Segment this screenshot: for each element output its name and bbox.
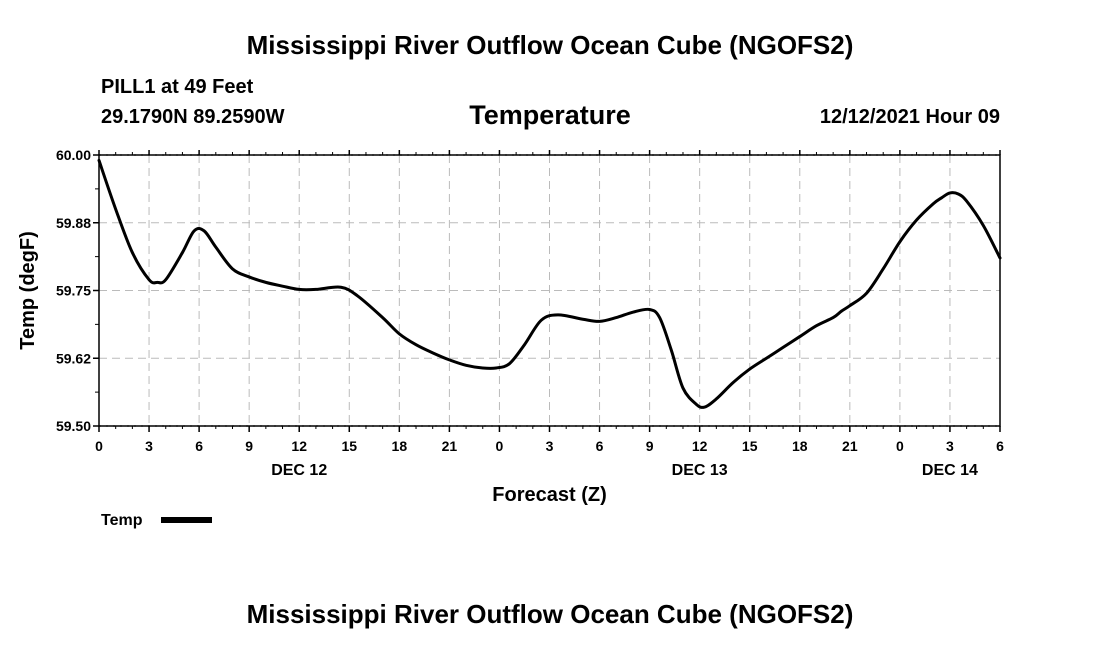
grid-layer (99, 154, 1000, 427)
date-label: DEC 12 (271, 462, 327, 479)
y-tick-label: 59.62 (56, 350, 91, 366)
x-tick-label: 18 (392, 438, 408, 454)
tick-layer (93, 150, 1001, 432)
x-tick-label: 12 (692, 438, 708, 454)
x-tick-label: 15 (742, 438, 758, 454)
x-tick-label: 9 (646, 438, 654, 454)
page-title: Mississippi River Outflow Ocean Cube (NG… (246, 30, 854, 60)
x-tick-label: 15 (341, 438, 357, 454)
x-tick-label: 12 (291, 438, 307, 454)
x-tick-label: 6 (195, 438, 203, 454)
x-tick-label: 0 (496, 438, 504, 454)
x-tick-label: 6 (596, 438, 604, 454)
x-tick-label: 18 (792, 438, 808, 454)
station-coordinates: 29.1790N 89.2590W (101, 106, 285, 128)
y-tick-label: 59.50 (56, 418, 91, 434)
x-tick-label: 3 (946, 438, 954, 454)
x-tick-label: 0 (95, 438, 103, 454)
x-tick-labels: 0 3 6 9 12 15 18 21 0 3 6 9 12 15 18 21 0 3 6 (95, 438, 1004, 454)
x-tick-label: 21 (842, 438, 858, 454)
x-tick-label: 3 (145, 438, 153, 454)
date-label: DEC 14 (922, 462, 978, 479)
date-label: DEC 13 (672, 462, 728, 479)
date-labels: DEC 12 DEC 13 DEC 14 (271, 462, 978, 479)
x-tick-label: 0 (896, 438, 904, 454)
page-title-bottom: Mississippi River Outflow Ocean Cube (NG… (246, 599, 854, 629)
x-tick-label: 6 (996, 438, 1004, 454)
y-tick-label: 59.75 (56, 283, 91, 299)
y-tick-label: 59.88 (56, 215, 91, 231)
chart-subtitle: Temperature (469, 100, 631, 130)
y-tick-label: 60.00 (56, 147, 91, 163)
y-tick-labels: 59.50 59.62 59.75 59.88 60.00 (56, 147, 91, 434)
x-tick-label: 9 (245, 438, 253, 454)
x-axis-label: Forecast (Z) (492, 484, 606, 506)
series-line-temp (97, 158, 1002, 409)
run-time-label: 12/12/2021 Hour 09 (819, 106, 1000, 128)
x-tick-label: 3 (546, 438, 554, 454)
x-tick-label: 21 (442, 438, 458, 454)
y-axis-label: Temp (degF) (17, 231, 39, 350)
legend-label: Temp (101, 512, 143, 529)
station-label: PILL1 at 49 Feet (101, 76, 254, 98)
